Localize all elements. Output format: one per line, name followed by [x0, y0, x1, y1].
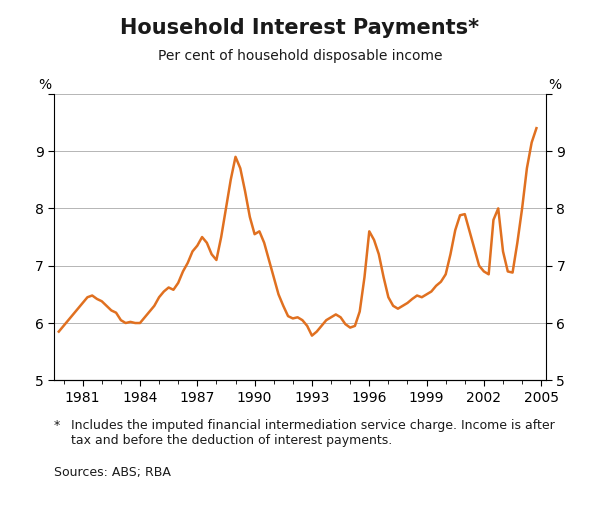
Text: *: *: [54, 419, 60, 432]
Text: Sources: ABS; RBA: Sources: ABS; RBA: [54, 466, 171, 479]
Text: Per cent of household disposable income: Per cent of household disposable income: [158, 49, 442, 64]
Text: %: %: [548, 78, 562, 92]
Text: %: %: [38, 78, 52, 92]
Text: Household Interest Payments*: Household Interest Payments*: [121, 18, 479, 38]
Text: Includes the imputed financial intermediation service charge. Income is after
ta: Includes the imputed financial intermedi…: [71, 419, 554, 448]
